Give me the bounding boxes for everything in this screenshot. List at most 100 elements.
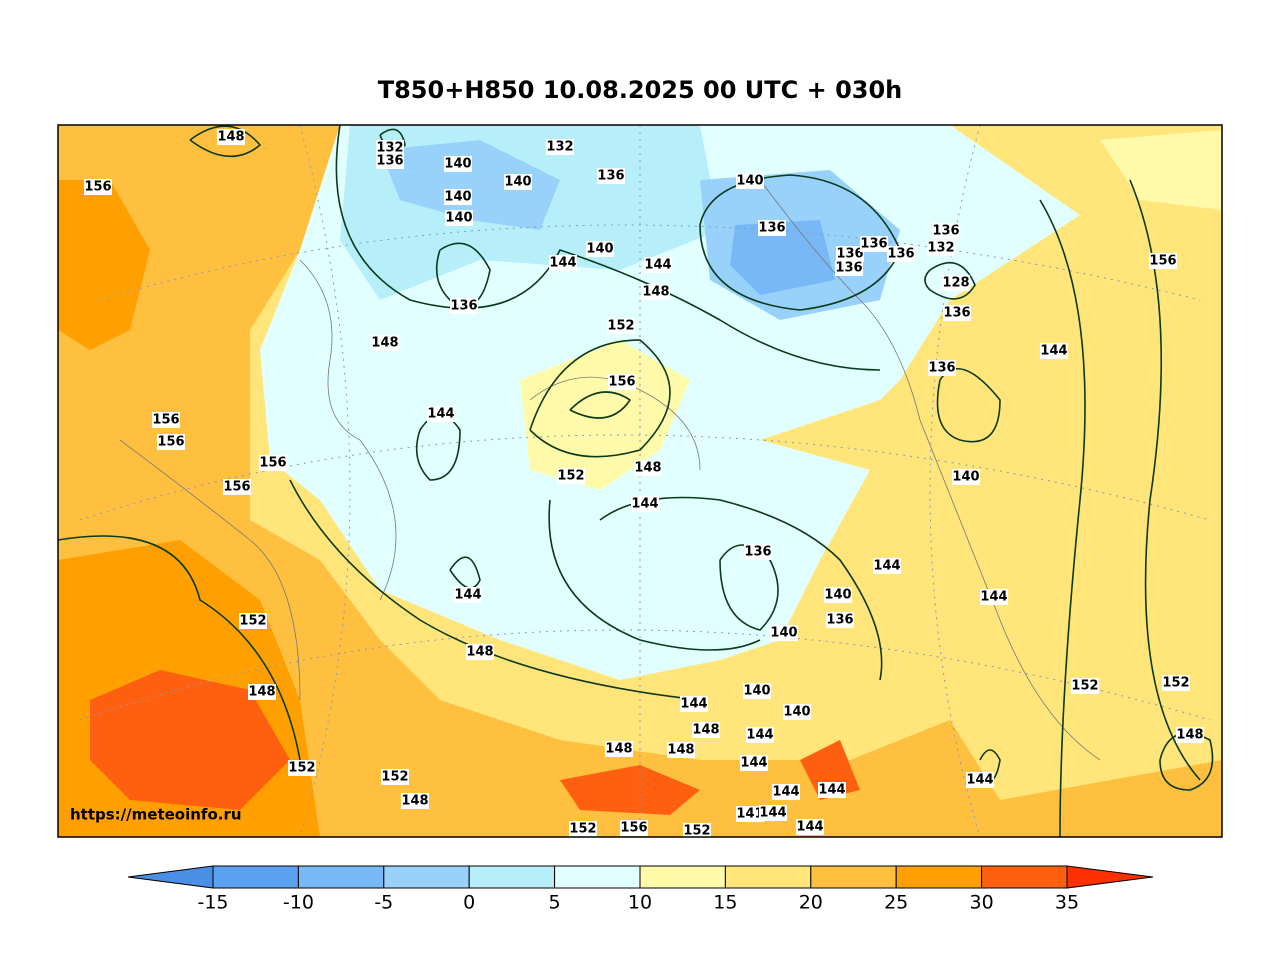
contour-label: 144	[427, 407, 454, 422]
label-box	[444, 156, 472, 172]
label-box	[759, 805, 787, 821]
contour-label: 144	[966, 773, 993, 788]
contour-label: 132	[376, 141, 403, 156]
contour-label: 136	[836, 247, 863, 262]
label-box	[836, 246, 864, 262]
label-box	[239, 613, 267, 629]
contour-label: 144	[549, 256, 576, 271]
label-box	[736, 806, 764, 822]
label-box	[824, 587, 852, 603]
contour-label: 152	[1071, 679, 1098, 694]
colorbar-tick-label: -5	[374, 892, 393, 914]
contour-label: 140	[586, 242, 613, 257]
label-box	[248, 684, 276, 700]
contour-label: 148	[401, 794, 428, 809]
graticule	[79, 125, 1211, 837]
colorbar-segment	[639, 865, 726, 889]
label-box	[744, 544, 772, 560]
label-box	[736, 173, 764, 189]
contour-label: 152	[288, 761, 315, 776]
mild-region	[520, 340, 690, 490]
contour-label: 141	[736, 807, 763, 822]
label-box	[620, 820, 648, 836]
label-box	[597, 168, 625, 184]
label-box	[942, 275, 970, 291]
label-box	[259, 455, 287, 471]
contour-label: 136	[758, 221, 785, 236]
label-box	[444, 189, 472, 205]
colorbar-arrow-high	[1066, 865, 1154, 889]
contour-label: 156	[620, 821, 647, 836]
contour-label: 152	[683, 824, 710, 839]
contour-label: 148	[248, 685, 275, 700]
label-box	[1176, 727, 1204, 743]
label-box	[746, 727, 774, 743]
label-box	[818, 782, 846, 798]
contour-label: 144	[746, 728, 773, 743]
contour-label: 140	[444, 157, 471, 172]
contour-label: 144	[759, 806, 786, 821]
label-box	[157, 434, 185, 450]
label-box	[427, 406, 455, 422]
colorbar-tick-label: 30	[970, 892, 994, 914]
colorbar-tick-label: 0	[463, 892, 475, 914]
label-box	[84, 179, 112, 195]
contour-label: 128	[942, 276, 969, 291]
contour-label: 148	[217, 130, 244, 145]
contour-label: 140	[743, 684, 770, 699]
label-box	[376, 140, 404, 156]
colorbar-segment	[724, 865, 812, 889]
label-box	[631, 496, 659, 512]
label-box	[835, 260, 863, 276]
contour-label: 156	[608, 375, 635, 390]
label-box	[504, 174, 532, 190]
hot-core	[90, 670, 290, 810]
label-box	[743, 683, 771, 699]
label-box	[952, 469, 980, 485]
label-box	[770, 625, 798, 641]
label-box	[683, 823, 711, 837]
contour-label: 152	[1162, 676, 1189, 691]
contour-label: 136	[376, 154, 403, 169]
label-box	[873, 558, 901, 574]
colorbar: -15 -10 -5 0 5 10 15 20 25 30 35	[127, 865, 1154, 914]
contour-label: 144	[454, 588, 481, 603]
watermark: https://meteoinfo.ru	[70, 806, 242, 824]
label-box	[445, 210, 473, 226]
label-box	[758, 220, 786, 236]
colorbar-segment	[383, 865, 470, 889]
label-box	[549, 255, 577, 271]
very-cold-region	[730, 220, 835, 295]
label-box	[608, 374, 636, 390]
contour-label: 136	[932, 224, 959, 239]
label-box	[634, 460, 662, 476]
contour-label: 136	[928, 361, 955, 376]
contour-label: 132	[546, 140, 573, 155]
label-box	[796, 819, 824, 835]
contour-label: 136	[835, 261, 862, 276]
hot-region	[58, 180, 150, 350]
label-box	[680, 696, 708, 712]
label-box	[644, 257, 672, 273]
label-box	[450, 298, 478, 314]
contour-label: 148	[634, 461, 661, 476]
contour-label: 156	[84, 180, 111, 195]
colorbar-segment	[895, 865, 983, 889]
colorbar-segment	[981, 865, 1068, 889]
colorbar-tick-label: -10	[283, 892, 314, 914]
contour-label: 132	[927, 241, 954, 256]
label-box	[376, 153, 404, 169]
contour-label: 140	[770, 626, 797, 641]
warm-region	[58, 125, 1222, 837]
contour-label: 144	[873, 559, 900, 574]
label-box	[860, 236, 888, 252]
label-box	[692, 722, 720, 738]
contour-label: 136	[826, 613, 853, 628]
contour-label: 144	[772, 785, 799, 800]
contour-label: 144	[740, 756, 767, 771]
contour-label: 148	[667, 743, 694, 758]
label-box	[980, 589, 1008, 605]
